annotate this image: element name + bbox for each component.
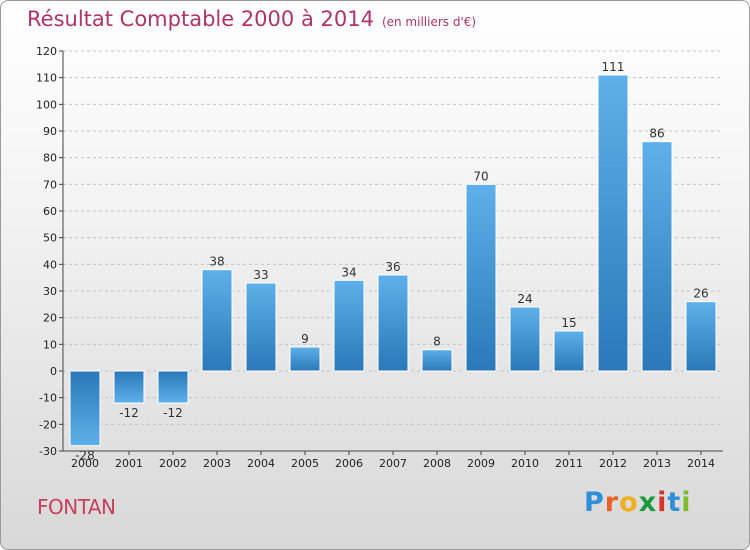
- y-tick-label: -20: [39, 418, 57, 431]
- x-tick-label: 2003: [203, 457, 231, 470]
- y-tick-label: 0: [50, 365, 57, 378]
- logo-letter: i: [681, 487, 692, 518]
- chart-header: Résultat Comptable 2000 à 2014 (en millie…: [27, 7, 476, 31]
- data-label: 9: [301, 332, 309, 346]
- bar: [509, 306, 541, 372]
- chart-subtitle: (en milliers d'€): [381, 15, 477, 29]
- y-tick-label: 120: [36, 45, 57, 58]
- y-tick-label: -30: [39, 445, 57, 458]
- bar: [377, 274, 409, 372]
- data-label: 70: [473, 169, 488, 183]
- x-tick-label: 2011: [555, 457, 583, 470]
- data-label: 86: [649, 127, 664, 141]
- proxiti-logo: Proxiti: [584, 487, 692, 518]
- bar: [421, 349, 453, 372]
- y-tick-label: 10: [43, 338, 57, 351]
- x-tick-label: 2012: [599, 457, 627, 470]
- logo-letter: r: [604, 487, 620, 518]
- x-tick-label: 2001: [115, 457, 143, 470]
- data-label: 15: [561, 316, 576, 330]
- logo-letter: t: [667, 487, 682, 518]
- commune-name: FONTAN: [37, 495, 116, 519]
- y-tick-label: 30: [43, 285, 57, 298]
- y-tick-label: 70: [43, 178, 57, 191]
- logo-letter: x: [638, 487, 658, 518]
- y-tick-label: 80: [43, 152, 57, 165]
- x-tick-label: 2006: [335, 457, 363, 470]
- x-tick-label: 2014: [687, 457, 715, 470]
- x-tick-label: 2004: [247, 457, 275, 470]
- data-label: 33: [253, 268, 268, 282]
- y-tick-label: 20: [43, 312, 57, 325]
- data-label: 26: [693, 287, 708, 301]
- bar: [553, 330, 585, 372]
- data-label: 24: [517, 292, 532, 306]
- bar: [245, 282, 277, 372]
- y-tick-label: 110: [36, 72, 57, 85]
- x-tick-label: 2008: [423, 457, 451, 470]
- y-tick-label: 90: [43, 125, 57, 138]
- logo-letter: P: [584, 487, 605, 518]
- y-tick-label: 50: [43, 232, 57, 245]
- data-label: 111: [602, 60, 625, 74]
- bar: [157, 370, 189, 404]
- data-label: 8: [433, 335, 441, 349]
- bar: [333, 279, 365, 372]
- data-label: 36: [385, 260, 400, 274]
- bar: [597, 74, 629, 372]
- x-tick-label: 2000: [71, 457, 99, 470]
- bar: [641, 141, 673, 372]
- y-tick-label: 40: [43, 258, 57, 271]
- y-tick-label: 60: [43, 205, 57, 218]
- data-label: 34: [341, 265, 356, 279]
- logo-letter: i: [657, 487, 668, 518]
- data-label: 38: [209, 255, 224, 269]
- y-tick-label: -10: [39, 392, 57, 405]
- chart-title: Résultat Comptable 2000 à 2014: [27, 7, 374, 31]
- bar: [685, 301, 717, 372]
- data-label: -28: [75, 449, 95, 463]
- x-tick-label: 2002: [159, 457, 187, 470]
- x-tick-label: 2010: [511, 457, 539, 470]
- data-label: -12: [119, 406, 139, 420]
- x-tick-label: 2009: [467, 457, 495, 470]
- x-tick-label: 2007: [379, 457, 407, 470]
- x-tick-label: 2013: [643, 457, 671, 470]
- x-tick-label: 2005: [291, 457, 319, 470]
- bar: [465, 183, 497, 372]
- bar: [201, 269, 233, 372]
- y-tick-label: 100: [36, 98, 57, 111]
- bar: [289, 346, 321, 372]
- bar: [113, 370, 145, 404]
- logo-letter: o: [619, 487, 639, 518]
- bar: [69, 370, 101, 447]
- data-label: -12: [163, 406, 183, 420]
